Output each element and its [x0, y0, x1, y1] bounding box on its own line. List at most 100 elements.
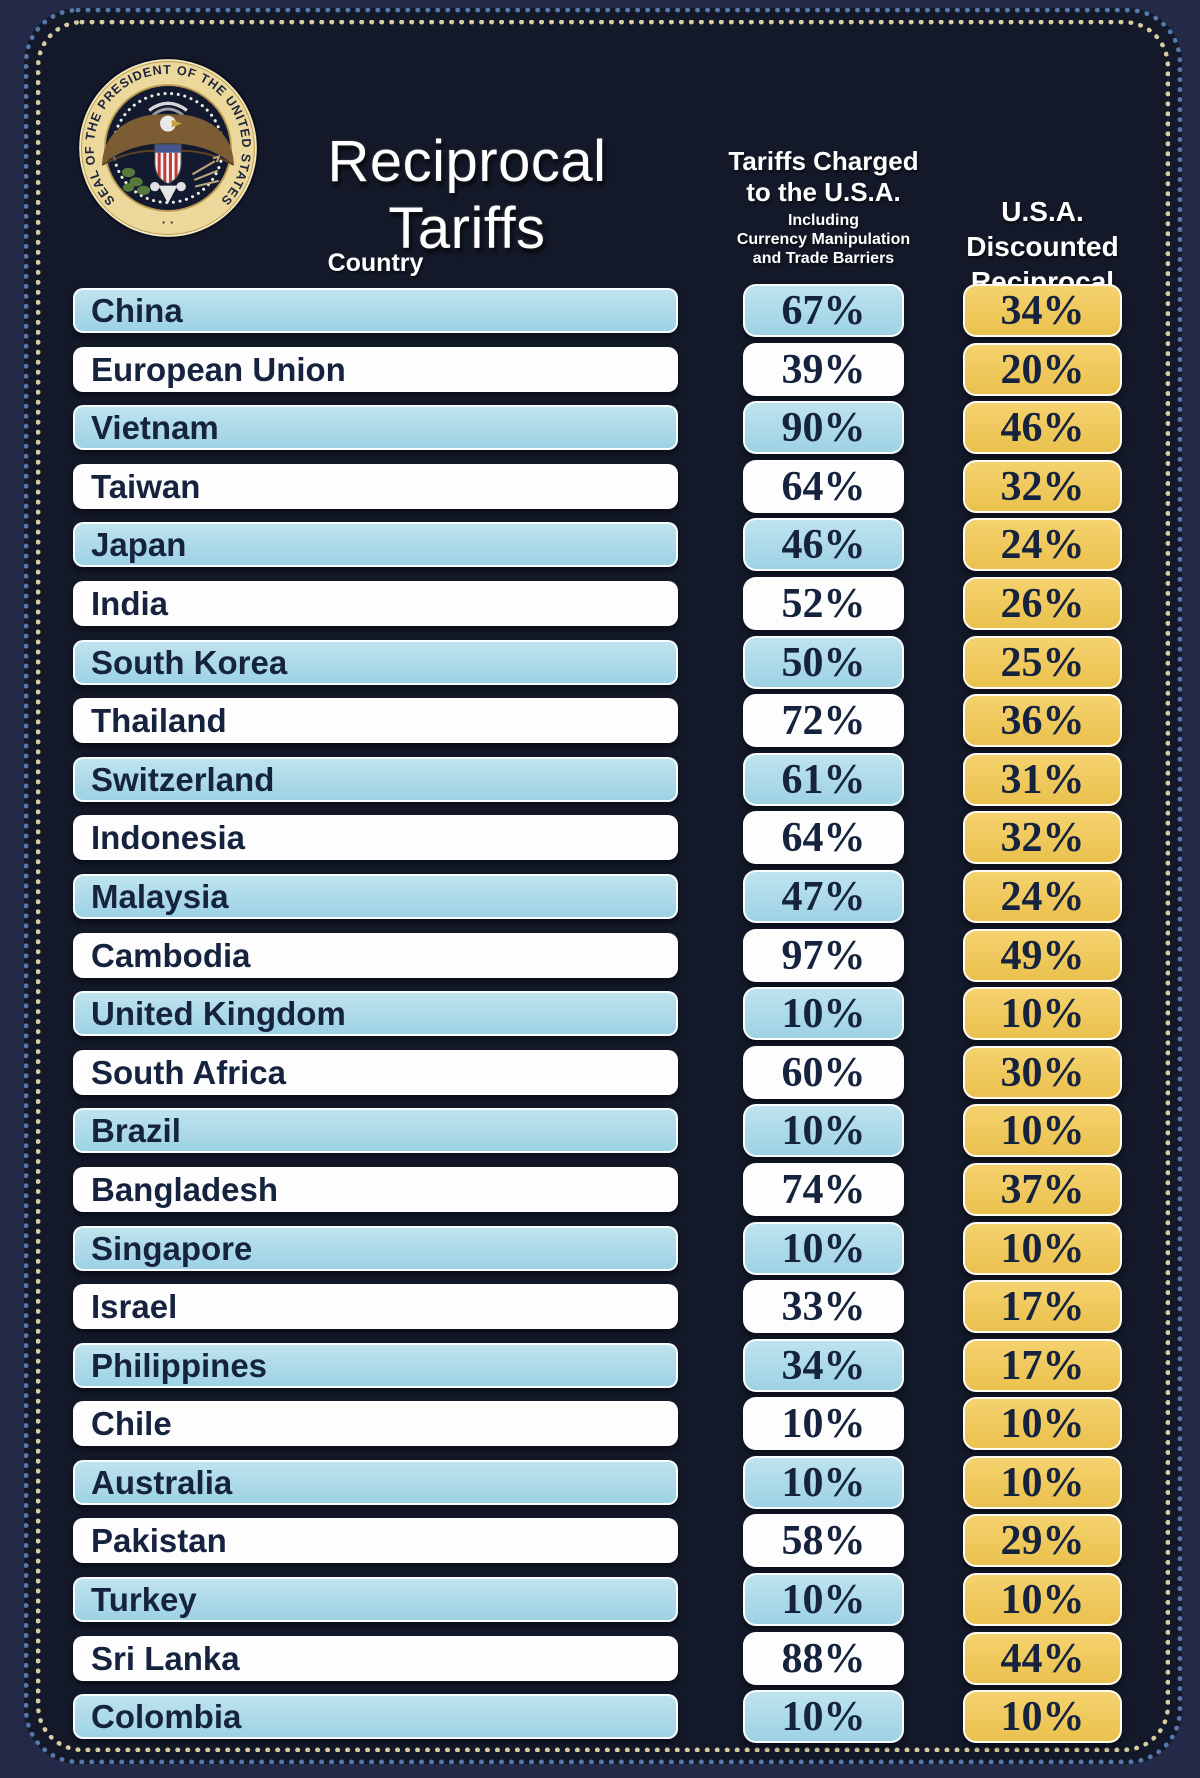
tariff-charged-cell: 50% — [743, 635, 904, 689]
table-row: Israel 33% 17% — [73, 1280, 1129, 1334]
tariff-charged-cell: 58% — [743, 1514, 904, 1568]
table-row: South Korea 50% 25% — [73, 635, 1129, 689]
tariff-charged-cell: 10% — [743, 987, 904, 1041]
inner-dotted-border — [36, 20, 1170, 1752]
country-cell: Colombia — [73, 1694, 678, 1740]
usa-discounted-cell: 10% — [963, 1690, 1122, 1744]
tariff-charged-cell: 67% — [743, 284, 904, 337]
usa-discounted-cell: 10% — [963, 1573, 1122, 1627]
country-cell: Brazil — [73, 1108, 678, 1154]
country-cell: Pakistan — [73, 1518, 678, 1564]
tariff-charged-cell: 34% — [743, 1338, 904, 1392]
page-title: Reciprocal Tariffs — [327, 129, 607, 261]
usa-discounted-cell: 30% — [963, 1045, 1122, 1099]
table-row: Switzerland 61% 31% — [73, 752, 1129, 806]
country-cell: Vietnam — [73, 405, 678, 451]
country-cell: Taiwan — [73, 463, 678, 509]
country-cell: European Union — [73, 346, 678, 392]
arrows-icon — [191, 154, 221, 188]
usa-discounted-cell: 10% — [963, 1455, 1122, 1509]
charged-header-line2: to the U.S.A. — [746, 177, 901, 208]
table-row: Brazil 10% 10% — [73, 1104, 1129, 1158]
usa-discounted-cell: 37% — [963, 1162, 1122, 1216]
usa-discounted-cell: 10% — [963, 1221, 1122, 1275]
table-row: United Kingdom 10% 10% — [73, 987, 1129, 1041]
tariff-charged-cell: 88% — [743, 1631, 904, 1685]
usa-discounted-cell: 17% — [963, 1280, 1122, 1334]
country-cell: Indonesia — [73, 815, 678, 861]
usa-discounted-cell: 49% — [963, 928, 1122, 982]
charged-header-sub1: Including — [787, 212, 860, 230]
country-cell: South Korea — [73, 639, 678, 685]
table-row: Bangladesh 74% 37% — [73, 1162, 1129, 1216]
usa-discounted-cell: 26% — [963, 576, 1122, 630]
table-row: Indonesia 64% 32% — [73, 811, 1129, 865]
country-cell: Malaysia — [73, 873, 678, 919]
country-cell: Chile — [73, 1401, 678, 1447]
tariff-charged-cell: 10% — [743, 1573, 904, 1627]
usa-discounted-cell: 34% — [963, 284, 1122, 337]
country-cell: Japan — [73, 522, 678, 568]
tariff-table: China 67% 34% European Union 39% 20% Vie… — [73, 284, 1129, 1744]
shield-icon — [154, 143, 182, 185]
usa-discounted-cell: 10% — [963, 1104, 1122, 1158]
tariff-charged-cell: 46% — [743, 518, 904, 572]
country-cell: India — [73, 580, 678, 626]
usa-discounted-cell: 17% — [963, 1338, 1122, 1392]
olive-branch-icon — [121, 167, 151, 195]
table-row: Australia 10% 10% — [73, 1455, 1129, 1509]
usa-discounted-cell: 29% — [963, 1514, 1122, 1568]
discounted-header-line1: U.S.A. Discounted — [966, 196, 1119, 262]
tariff-charged-cell: 64% — [743, 811, 904, 865]
usa-discounted-cell: 20% — [963, 342, 1122, 396]
tariff-charged-cell: 52% — [743, 576, 904, 630]
usa-discounted-cell: 32% — [963, 459, 1122, 513]
country-cell: Turkey — [73, 1577, 678, 1623]
column-header-country: Country — [327, 249, 424, 277]
table-row: Vietnam 90% 46% — [73, 401, 1129, 455]
country-cell: Bangladesh — [73, 1166, 678, 1212]
usa-discounted-cell: 44% — [963, 1631, 1122, 1685]
country-cell: Israel — [73, 1284, 678, 1330]
tariff-charged-cell: 90% — [743, 401, 904, 455]
country-cell: United Kingdom — [73, 991, 678, 1037]
tariff-charged-cell: 74% — [743, 1162, 904, 1216]
table-row: Malaysia 47% 24% — [73, 869, 1129, 923]
charged-header-line1: Tariffs Charged — [728, 146, 919, 176]
charged-header-sub2: Currency Manipulation — [736, 231, 911, 249]
charged-header-sub3: and Trade Barriers — [752, 250, 895, 268]
country-cell: China — [73, 288, 678, 333]
table-row: Philippines 34% 17% — [73, 1338, 1129, 1392]
table-row: Singapore 10% 10% — [73, 1221, 1129, 1275]
usa-discounted-cell: 31% — [963, 752, 1122, 806]
table-row: India 52% 26% — [73, 576, 1129, 630]
tariff-charged-cell: 10% — [743, 1104, 904, 1158]
usa-discounted-cell: 46% — [963, 401, 1122, 455]
country-cell: Philippines — [73, 1342, 678, 1388]
tariff-charged-cell: 10% — [743, 1690, 904, 1744]
table-row: China 67% 34% — [73, 284, 1129, 337]
eagle-icon — [101, 101, 235, 204]
tariff-charged-cell: 72% — [743, 694, 904, 748]
country-cell: Switzerland — [73, 756, 678, 802]
usa-discounted-cell: 32% — [963, 811, 1122, 865]
tariff-charged-cell: 47% — [743, 869, 904, 923]
country-cell: Singapore — [73, 1225, 678, 1271]
table-row: Colombia 10% 10% — [73, 1690, 1129, 1744]
table-row: Cambodia 97% 49% — [73, 928, 1129, 982]
tariff-charged-cell: 97% — [743, 928, 904, 982]
table-row: Chile 10% 10% — [73, 1397, 1129, 1451]
seal-bottom-dots: · · — [162, 215, 174, 230]
country-cell: Australia — [73, 1459, 678, 1505]
usa-discounted-cell: 10% — [963, 1397, 1122, 1451]
usa-discounted-cell: 36% — [963, 694, 1122, 748]
table-row: South Africa 60% 30% — [73, 1045, 1129, 1099]
country-cell: Sri Lanka — [73, 1635, 678, 1681]
tariff-charged-cell: 61% — [743, 752, 904, 806]
column-header-tariffs-charged: Tariffs Charged to the U.S.A. Including … — [713, 146, 934, 269]
usa-discounted-cell: 25% — [963, 635, 1122, 689]
tariff-charged-cell: 10% — [743, 1455, 904, 1509]
tariff-charged-cell: 60% — [743, 1045, 904, 1099]
country-cell: Thailand — [73, 698, 678, 744]
